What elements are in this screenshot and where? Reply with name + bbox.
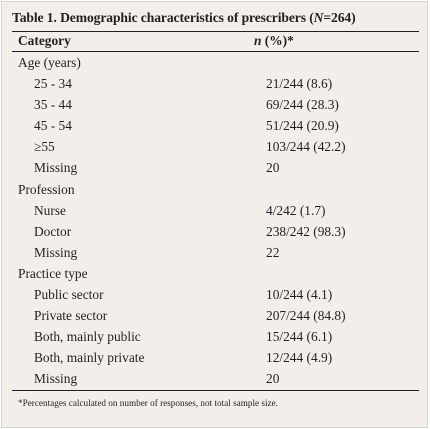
table-row: Both, mainly public 15/244 (6.1) (2, 327, 429, 348)
row-category: Private sector (34, 308, 108, 324)
row-value: 22 (266, 244, 280, 260)
row-category: Missing (34, 371, 78, 387)
table-row: Missing 20 (2, 369, 429, 390)
table-row: Private sector 207/244 (84.8) (2, 306, 429, 327)
table-row: Public sector 10/244 (4.1) (2, 285, 429, 306)
row-value: 51/244 (20.9) (266, 118, 339, 134)
row-category: Age (years) (18, 55, 81, 70)
header-n-suffix: (%)* (261, 33, 294, 48)
table-row: Missing 20 (2, 158, 429, 179)
top-rule (12, 31, 419, 32)
row-value: 103/244 (42.2) (266, 139, 346, 155)
header-rule (12, 51, 419, 52)
title-n-symbol: N (313, 10, 324, 25)
row-value: 15/244 (6.1) (266, 329, 333, 345)
row-value: 4/242 (1.7) (266, 202, 326, 218)
header-category: Category (18, 33, 71, 48)
table-section-row: Age (years) (2, 53, 429, 74)
row-category: ≥55 (34, 139, 55, 155)
table-row: ≥55 103/244 (42.2) (2, 137, 429, 158)
row-value: 20 (266, 160, 280, 176)
bottom-rule (12, 390, 419, 391)
row-category: Missing (34, 244, 78, 260)
row-category: 35 - 44 (34, 97, 72, 113)
row-category: 45 - 54 (34, 118, 72, 134)
title-prefix: Table 1. Demographic characteristics of … (12, 10, 314, 25)
row-category: Both, mainly public (34, 329, 141, 345)
row-value: 21/244 (8.6) (266, 76, 333, 92)
table-row: Doctor 238/242 (98.3) (2, 222, 429, 243)
table-title: Table 1. Demographic characteristics of … (12, 10, 356, 26)
table-row: 35 - 44 69/244 (28.3) (2, 95, 429, 116)
row-category: Both, mainly private (34, 350, 145, 366)
table-footnote: *Percentages calculated on number of res… (18, 398, 278, 408)
row-category: Doctor (34, 223, 72, 239)
table-row: 25 - 34 21/244 (8.6) (2, 74, 429, 95)
row-value: 207/244 (84.8) (266, 308, 346, 324)
row-value: 12/244 (4.9) (266, 350, 333, 366)
row-category: Nurse (34, 202, 66, 218)
title-suffix: =264) (323, 10, 356, 25)
table-row: Both, mainly private 12/244 (4.9) (2, 348, 429, 369)
table-row: Nurse 4/242 (1.7) (2, 201, 429, 222)
table-section-row: Practice type (2, 264, 429, 285)
row-value: 20 (266, 371, 280, 387)
row-category: Missing (34, 160, 78, 176)
row-value: 10/244 (4.1) (266, 287, 333, 303)
table-row: Missing 22 (2, 243, 429, 264)
row-category: Public sector (34, 287, 104, 303)
header-n-percent: n (%)* (254, 33, 294, 49)
table-row: 45 - 54 51/244 (20.9) (2, 116, 429, 137)
header-n-symbol: n (254, 33, 262, 48)
row-category: Practice type (18, 265, 88, 281)
table-section-row: Profession (2, 180, 429, 201)
row-category: 25 - 34 (34, 76, 72, 92)
row-value: 238/242 (98.3) (266, 223, 346, 239)
row-value: 69/244 (28.3) (266, 97, 339, 113)
table-body: Age (years) 25 - 34 21/244 (8.6) 35 - 44 69/… (2, 53, 429, 391)
row-category: Profession (18, 181, 75, 197)
